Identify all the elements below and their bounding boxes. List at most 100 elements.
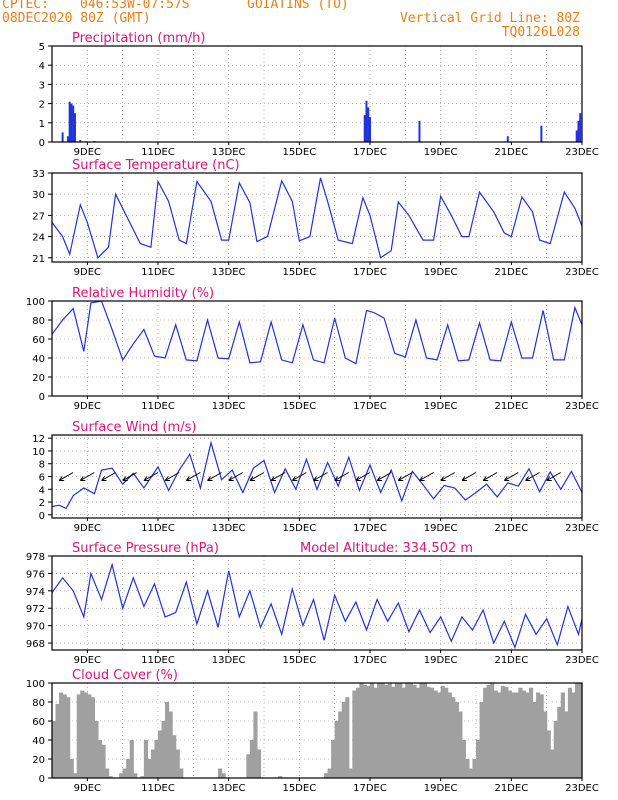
y-tick-label: 12 xyxy=(32,434,45,445)
data-bar xyxy=(154,740,159,778)
x-tick-label: 15DEC xyxy=(282,401,316,412)
wind-arrow xyxy=(185,472,201,481)
x-tick-label: 21DEC xyxy=(494,401,528,412)
header-code: TQ0126L028 xyxy=(501,25,580,40)
x-tick-label: 19DEC xyxy=(424,783,458,794)
data-bar xyxy=(133,773,138,778)
y-tick-label: 80 xyxy=(32,698,45,709)
y-tick-label: 80 xyxy=(32,316,45,327)
data-bar xyxy=(394,683,399,778)
y-tick-label: 2 xyxy=(39,100,45,111)
x-tick-label: 23DEC xyxy=(565,147,599,158)
data-bar xyxy=(367,107,370,142)
data-bar xyxy=(168,711,173,778)
data-bar xyxy=(62,694,67,778)
data-bar xyxy=(437,692,442,778)
y-tick-label: 970 xyxy=(26,622,45,633)
wind-arrow xyxy=(249,472,265,481)
series-line xyxy=(51,300,583,365)
data-bar xyxy=(479,702,484,778)
x-tick-label: 23DEC xyxy=(565,401,599,412)
data-bar xyxy=(578,683,583,778)
x-tick-label: 9DEC xyxy=(74,147,101,158)
x-tick-label: 17DEC xyxy=(353,655,387,666)
data-bar xyxy=(465,759,470,778)
x-tick-label: 9DEC xyxy=(74,401,101,412)
x-tick-label: 13DEC xyxy=(212,783,246,794)
data-bar xyxy=(575,130,578,142)
data-bar xyxy=(66,136,69,142)
x-tick-label: 9DEC xyxy=(74,267,101,278)
data-bar xyxy=(97,740,103,778)
panel-2: 21 24 27 30 33 9DEC 11DEC 13DEC 15DEC 17DEC 19DEC 2… xyxy=(32,158,599,278)
x-tick-label: 15DEC xyxy=(282,523,316,534)
x-tick-label: 17DEC xyxy=(353,783,387,794)
data-bar xyxy=(577,120,580,142)
y-tick-label: 40 xyxy=(32,736,45,747)
data-bar xyxy=(126,759,131,778)
header-init-time: 08DEC2020 80Z (GMT) xyxy=(2,11,151,26)
data-bar xyxy=(70,103,73,142)
data-bar xyxy=(61,132,64,142)
y-tick-label: 33 xyxy=(32,169,45,180)
x-tick-label: 21DEC xyxy=(494,783,528,794)
data-bar xyxy=(507,690,512,778)
y-tick-label: 20 xyxy=(32,373,45,384)
y-tick-label: 978 xyxy=(26,552,45,563)
panel-4: 0 2 46 8 10 12 9DEC 11DEC 13DEC 15DEC 17DEC 19DEC 21… xyxy=(32,420,599,534)
data-bar xyxy=(341,702,346,778)
data-bar xyxy=(564,711,569,778)
panel-title: Surface Wind (m/s) xyxy=(72,420,196,435)
wind-arrow xyxy=(143,472,159,481)
data-bar xyxy=(90,697,95,778)
x-tick-label: 9DEC xyxy=(74,523,101,534)
data-bar xyxy=(493,690,498,778)
x-tick-label: 23DEC xyxy=(565,783,599,794)
y-tick-label: 10 xyxy=(32,447,45,458)
x-tick-label: 21DEC xyxy=(494,655,528,666)
data-bar xyxy=(158,730,163,778)
y-tick-label: 8 xyxy=(39,460,45,471)
data-bar xyxy=(101,744,106,778)
x-tick-label: 21DEC xyxy=(494,147,528,158)
data-bar xyxy=(331,740,336,778)
wind-arrow xyxy=(503,472,519,481)
x-tick-label: 19DEC xyxy=(424,523,458,534)
x-tick-label: 17DEC xyxy=(353,401,387,412)
y-tick-label: 968 xyxy=(26,639,45,650)
data-bar xyxy=(69,759,74,778)
x-tick-label: 15DEC xyxy=(282,267,316,278)
data-bar xyxy=(412,684,417,778)
wind-arrow xyxy=(228,472,243,481)
data-bar xyxy=(348,768,353,778)
panel-frame xyxy=(51,300,583,397)
data-bar xyxy=(486,684,491,778)
panel-title: Surface Pressure (hPa) xyxy=(72,541,219,556)
y-tick-label: 6 xyxy=(39,473,45,484)
wind-arrow xyxy=(397,472,413,481)
data-bar xyxy=(384,684,389,778)
data-bar xyxy=(72,105,75,142)
data-bar xyxy=(362,684,368,778)
x-tick-label: 19DEC xyxy=(424,147,458,158)
x-tick-label: 15DEC xyxy=(282,655,316,666)
y-tick-label: 100 xyxy=(26,679,45,690)
y-tick-label: 976 xyxy=(26,569,45,580)
y-tick-label: 2 xyxy=(39,498,45,509)
panel-6: 0 20 40 60 80 100 9DEC 11DEC 13DEC 15DEC 17DEC 19DE… xyxy=(26,668,599,794)
data-bar xyxy=(391,686,396,778)
x-tick-label: 17DEC xyxy=(353,267,387,278)
wind-arrow xyxy=(207,472,222,481)
data-bar xyxy=(419,683,424,778)
y-tick-label: 3 xyxy=(39,80,45,91)
data-bar xyxy=(440,685,445,778)
data-bar xyxy=(80,690,85,778)
data-bar xyxy=(365,100,368,142)
data-bar xyxy=(79,140,82,142)
data-bar xyxy=(540,125,543,142)
data-bar xyxy=(433,690,438,778)
panel-frame xyxy=(51,45,583,143)
data-bar xyxy=(119,773,124,778)
wind-arrow xyxy=(313,472,328,481)
data-bar xyxy=(525,692,530,778)
